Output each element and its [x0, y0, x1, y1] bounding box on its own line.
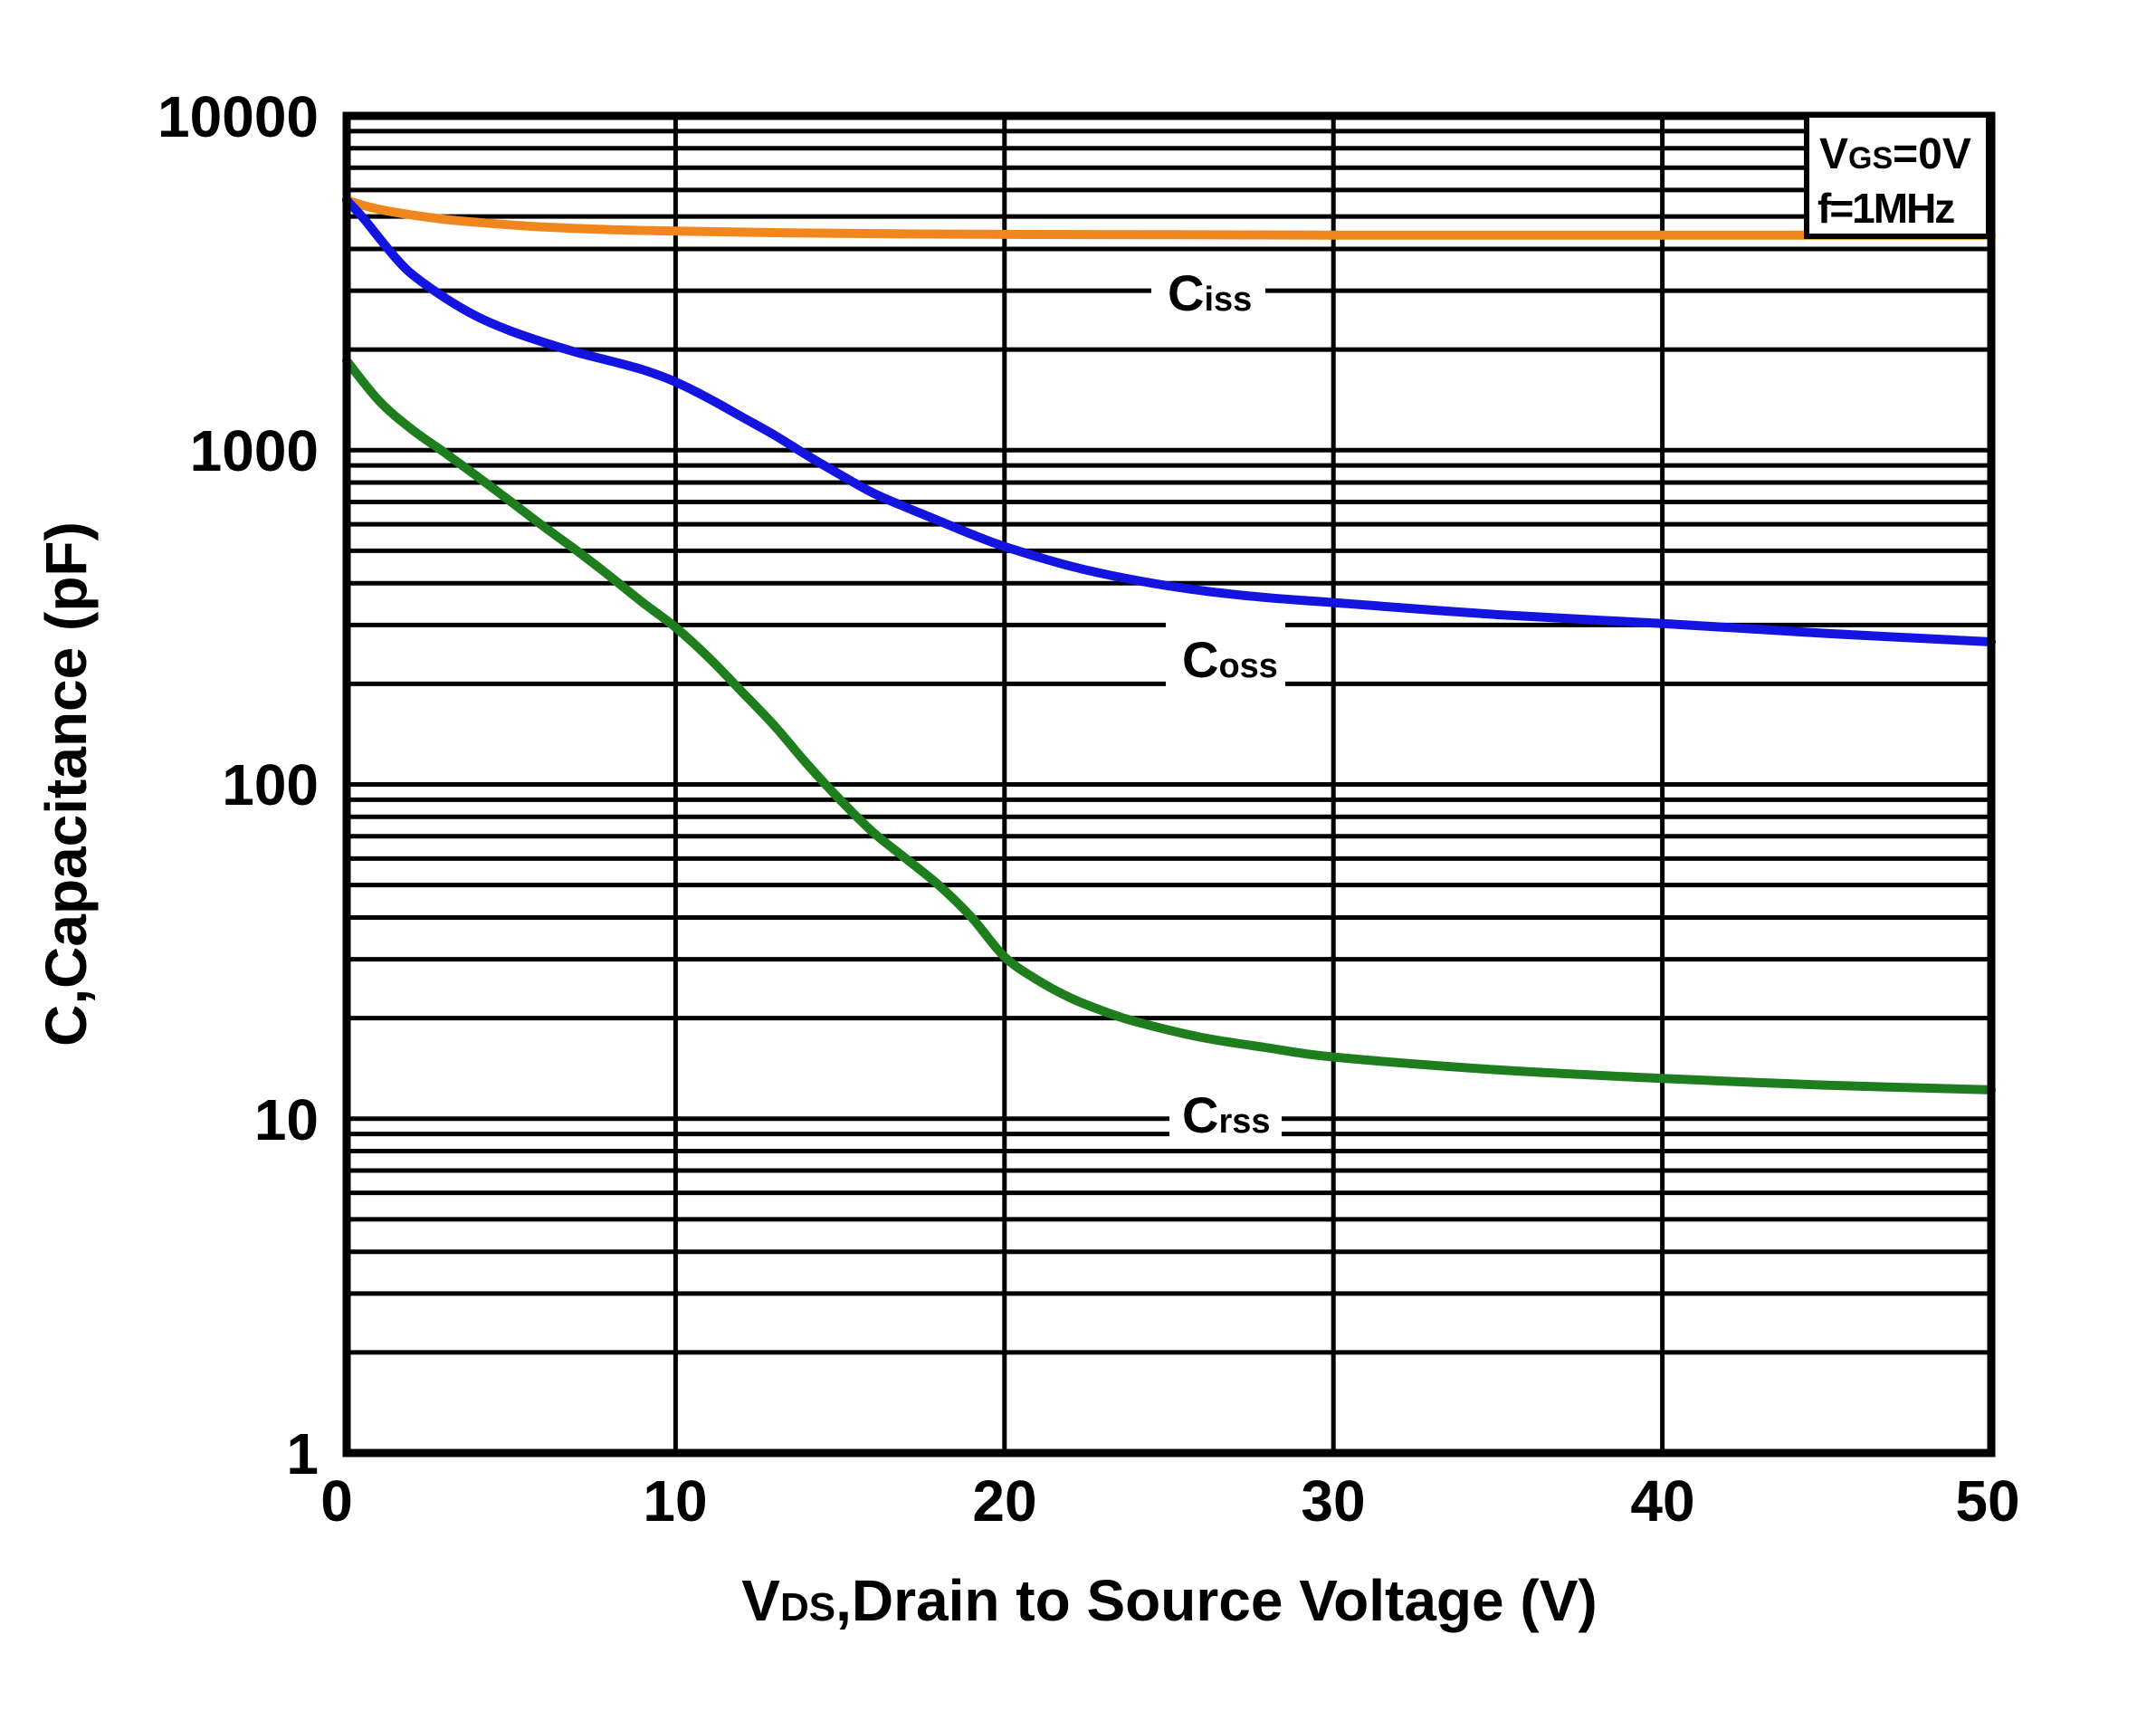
- curve-label-coss-sub: oss: [1218, 647, 1277, 685]
- y-tick-100: 100: [222, 752, 319, 817]
- curve-label-crss: Crss: [1169, 1085, 1282, 1143]
- x-tick-30: 30: [1301, 1468, 1365, 1534]
- x-tick-40: 40: [1630, 1468, 1694, 1534]
- x-axis-title-main: V: [741, 1568, 780, 1633]
- y-axis-title: C,Capacitance (pF): [33, 521, 99, 1047]
- x-tick-20: 20: [972, 1468, 1036, 1534]
- curve-label-ciss: Ciss: [1151, 264, 1265, 321]
- y-axis-tick-labels: 10000 1000 100 10 1: [157, 84, 319, 1486]
- y-tick-1: 1: [286, 1421, 319, 1486]
- curve-label-ciss-text: Ciss: [1168, 264, 1252, 321]
- curve-label-coss-bg: [1166, 607, 1285, 697]
- x-axis-title: VDS,Drain to Source Voltage (V): [741, 1568, 1597, 1633]
- conditions-box: VGS=0V f=1MHz: [1804, 112, 1991, 239]
- curve-label-ciss-main: C: [1168, 264, 1204, 321]
- conditions-line1: VGS=0V: [1819, 130, 1971, 178]
- curve-label-ciss-sub: iss: [1204, 281, 1252, 319]
- x-axis-tick-labels: 0 10 20 30 40 50: [320, 1468, 2019, 1534]
- curve-label-coss: Coss: [1166, 607, 1285, 697]
- x-tick-0: 0: [320, 1468, 353, 1534]
- curve-label-crss-main: C: [1182, 1086, 1218, 1143]
- y-tick-1000: 1000: [190, 418, 319, 483]
- x-tick-10: 10: [643, 1468, 707, 1534]
- curve-label-crss-text: Crss: [1182, 1086, 1271, 1143]
- conditions-box-frame: [1804, 112, 1991, 239]
- curve-label-coss-text: Coss: [1182, 631, 1278, 688]
- y-tick-10: 10: [254, 1087, 319, 1152]
- x-axis-title-sub: DS: [780, 1585, 835, 1630]
- conditions-line1-rest: =0V: [1893, 130, 1971, 178]
- curves: [342, 196, 1996, 1094]
- conditions-line2: f=1MHz: [1817, 185, 1954, 232]
- conditions-line1-main: V: [1819, 130, 1848, 178]
- curve-coss: [342, 196, 1996, 646]
- x-tick-50: 50: [1955, 1468, 2019, 1534]
- curve-label-crss-bg: [1169, 1085, 1282, 1142]
- plot-frame: [342, 111, 1996, 1458]
- curve-label-ciss-bg: [1151, 268, 1265, 319]
- curve-crss: [342, 356, 1996, 1094]
- curve-label-crss-sub: rss: [1218, 1103, 1270, 1141]
- y-tick-10000: 10000: [157, 84, 319, 149]
- x-axis-title-rest: ,Drain to Source Voltage (V): [835, 1568, 1598, 1633]
- gridlines: [347, 116, 1991, 1453]
- conditions-line1-sub: GS: [1848, 141, 1893, 176]
- curve-ciss: [342, 196, 1996, 240]
- curve-label-coss-main: C: [1182, 631, 1218, 688]
